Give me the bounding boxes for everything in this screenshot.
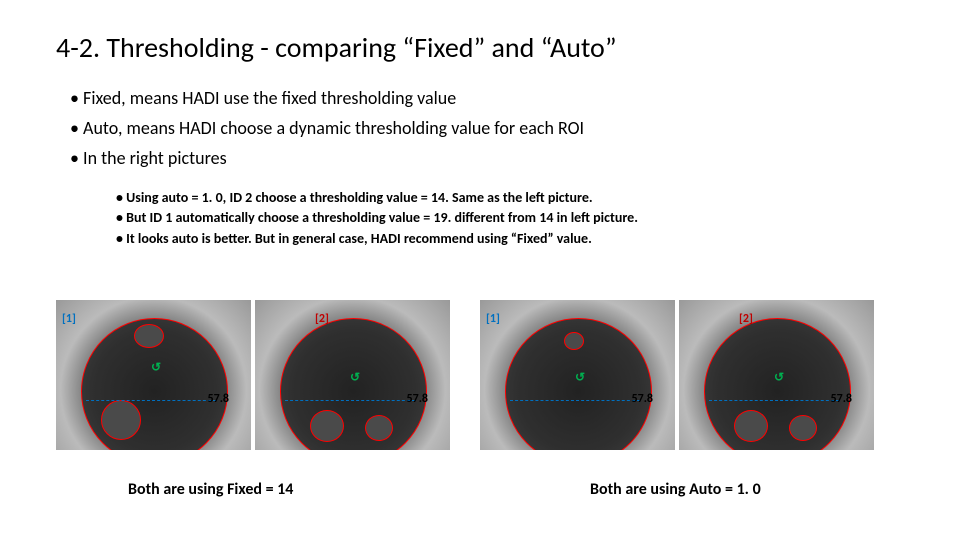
- arrow-icon: ↺: [774, 370, 784, 385]
- page-title: 4-2. Thresholding - comparing “Fixed” an…: [56, 30, 617, 65]
- roi-value: 57.8: [831, 392, 852, 406]
- roi-image-auto-1: ↺ [1] 57.8: [480, 300, 675, 450]
- roi-defect-2: [789, 415, 817, 441]
- sub-bullet-2: But ID 1 automatically choose a threshol…: [116, 208, 638, 228]
- arrow-icon: ↺: [350, 370, 360, 385]
- roi-id-label: [1]: [486, 312, 500, 326]
- image-group-auto: ↺ [1] 57.8 ↺ [2] 57.8: [480, 300, 874, 460]
- sub-bullets: Using auto = 1. 0, ID 2 choose a thresho…: [116, 188, 638, 249]
- roi-value: 57.8: [208, 392, 229, 406]
- bullet-1: Fixed, means HADI use the fixed threshol…: [70, 85, 584, 113]
- arrow-icon: ↺: [151, 360, 161, 375]
- roi-image-fixed-2: ↺ [2] 57.8: [255, 300, 450, 450]
- main-bullets: Fixed, means HADI use the fixed threshol…: [70, 85, 584, 175]
- roi-defect-1: [310, 410, 344, 442]
- measure-line: [709, 400, 839, 401]
- roi-defect-2: [101, 400, 141, 440]
- roi-defect-2: [365, 415, 393, 441]
- sub-bullet-1: Using auto = 1. 0, ID 2 choose a thresho…: [116, 188, 638, 208]
- roi-id-label: [2]: [739, 312, 753, 326]
- bullet-3: In the right pictures: [70, 145, 584, 173]
- roi-image-auto-2: ↺ [2] 57.8: [679, 300, 874, 450]
- roi-defect-1: [134, 324, 164, 348]
- roi-value: 57.8: [407, 392, 428, 406]
- caption-auto: Both are using Auto = 1. 0: [590, 480, 761, 499]
- measure-line: [86, 400, 216, 401]
- measure-line: [285, 400, 415, 401]
- roi-image-fixed-1: ↺ [1] 57.8: [56, 300, 251, 450]
- caption-fixed: Both are using Fixed = 14: [128, 480, 293, 499]
- roi-id-label: [1]: [62, 312, 76, 326]
- roi-id-label: [2]: [315, 312, 329, 326]
- image-group-fixed: ↺ [1] 57.8 ↺ [2] 57.8: [56, 300, 450, 460]
- bullet-2: Auto, means HADI choose a dynamic thresh…: [70, 115, 584, 143]
- measure-line: [510, 400, 640, 401]
- sub-bullet-3: It looks auto is better. But in general …: [116, 229, 638, 249]
- roi-defect-1: [734, 410, 768, 442]
- arrow-icon: ↺: [575, 370, 585, 385]
- roi-defect-1: [564, 332, 584, 350]
- images-row: ↺ [1] 57.8 ↺ [2] 57.8 ↺ [1] 57.8: [56, 300, 904, 460]
- roi-value: 57.8: [632, 392, 653, 406]
